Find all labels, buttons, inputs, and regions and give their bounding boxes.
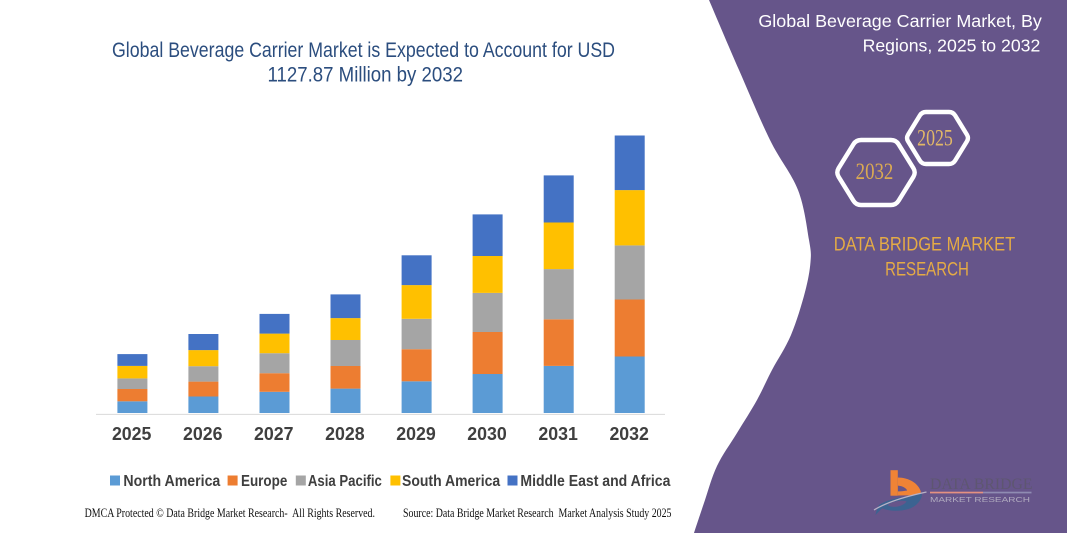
svg-text:DATA BRIDGE: DATA BRIDGE — [930, 476, 1033, 493]
svg-text:Middle East and Africa: Middle East and Africa — [520, 473, 670, 490]
svg-text:2032: 2032 — [856, 159, 894, 184]
svg-text:DMCA Protected © Data Bridge M: DMCA Protected © Data Bridge Market Rese… — [85, 506, 375, 520]
svg-text:DATA BRIDGE MARKET: DATA BRIDGE MARKET — [834, 235, 1016, 256]
svg-text:Source: Data Bridge Market Res: Source: Data Bridge Market Research Mark… — [403, 506, 672, 520]
svg-text:Global Beverage Carrier Market: Global Beverage Carrier Market is Expect… — [112, 38, 615, 62]
svg-text:Global Beverage Carrier Market: Global Beverage Carrier Market, By — [758, 11, 1042, 31]
svg-text:2030: 2030 — [467, 424, 507, 444]
svg-text:2029: 2029 — [396, 424, 436, 444]
svg-text:2025: 2025 — [112, 424, 152, 444]
svg-text:RESEARCH: RESEARCH — [885, 260, 969, 281]
svg-text:South America: South America — [402, 473, 500, 490]
svg-text:1127.87 Million by 2032: 1127.87 Million by 2032 — [268, 62, 464, 86]
svg-text:2025: 2025 — [917, 126, 953, 151]
svg-text:2027: 2027 — [254, 424, 294, 444]
svg-text:Asia Pacific: Asia Pacific — [308, 473, 382, 490]
svg-text:2028: 2028 — [325, 424, 365, 444]
svg-text:North America: North America — [123, 473, 220, 490]
svg-text:2032: 2032 — [609, 424, 649, 444]
svg-text:MARKET RESEARCH: MARKET RESEARCH — [930, 497, 1030, 504]
svg-text:Regions, 2025 to 2032: Regions, 2025 to 2032 — [863, 36, 1041, 56]
svg-text:Europe: Europe — [241, 473, 287, 490]
svg-text:2026: 2026 — [183, 424, 223, 444]
svg-text:2031: 2031 — [538, 424, 578, 444]
